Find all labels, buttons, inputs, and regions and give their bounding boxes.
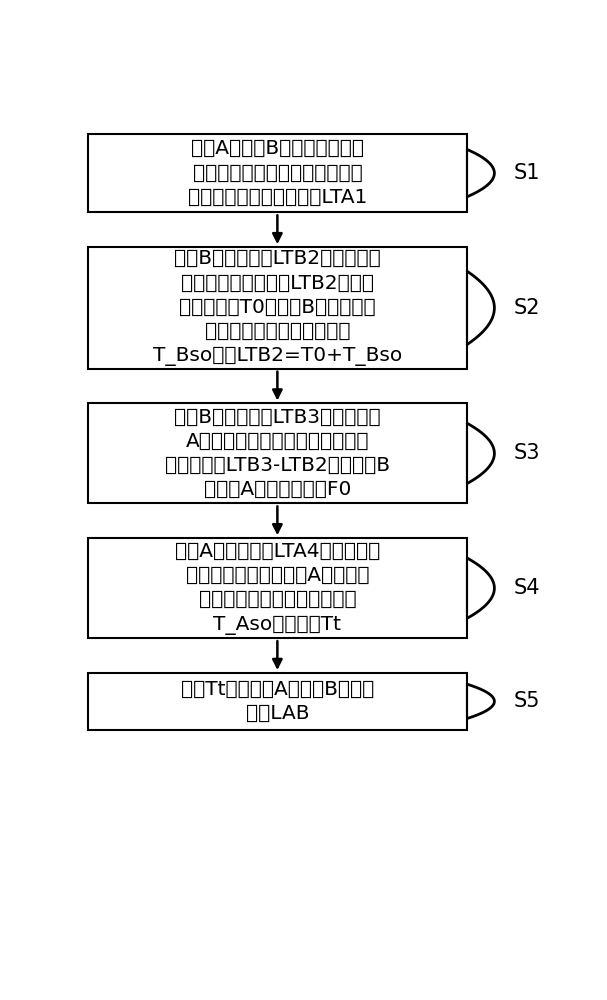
Text: S2: S2 xyxy=(514,298,540,318)
Text: 站点B在本地时间LTB2时刻收到所
述测距请求报文，若LTB2的理论
时间表示为T0，站点B收到所述测
距请求报文的同步偏差值为
T_Bso，则LTB2=T0+: 站点B在本地时间LTB2时刻收到所 述测距请求报文，若LTB2的理论 时间表示为… xyxy=(153,249,402,366)
FancyBboxPatch shape xyxy=(87,673,467,730)
FancyBboxPatch shape xyxy=(87,403,467,503)
Text: S4: S4 xyxy=(514,578,540,598)
FancyBboxPatch shape xyxy=(87,538,467,638)
FancyBboxPatch shape xyxy=(87,134,467,212)
Text: 根据Tt得到站点A和站点B之间的
距离LAB: 根据Tt得到站点A和站点B之间的 距离LAB xyxy=(181,680,374,723)
Text: S5: S5 xyxy=(514,691,540,711)
Text: 站点A在本地时间LTA4时刻收到所
述测距响应报文，站点A收到所述
测距响应报文的同步偏差值为
T_Aso，则得到Tt: 站点A在本地时间LTA4时刻收到所 述测距响应报文，站点A收到所述 测距响应报文… xyxy=(175,542,380,635)
Text: 站点A向站点B发送测距请求报
文，所述测距请求报文包括物理
帧出现在电力线上的时刻LTA1: 站点A向站点B发送测距请求报 文，所述测距请求报文包括物理 帧出现在电力线上的时… xyxy=(188,139,367,207)
Text: S1: S1 xyxy=(514,163,540,183)
Text: 站点B在本地时间LTB3时刻向站点
A发送测距响应报文，所述测距响
应报文包括LTB3-LTB2以及站点B
和站点A之间的频偏值F0: 站点B在本地时间LTB3时刻向站点 A发送测距响应报文，所述测距响 应报文包括L… xyxy=(165,408,390,499)
Text: S3: S3 xyxy=(514,443,540,463)
FancyBboxPatch shape xyxy=(87,247,467,369)
